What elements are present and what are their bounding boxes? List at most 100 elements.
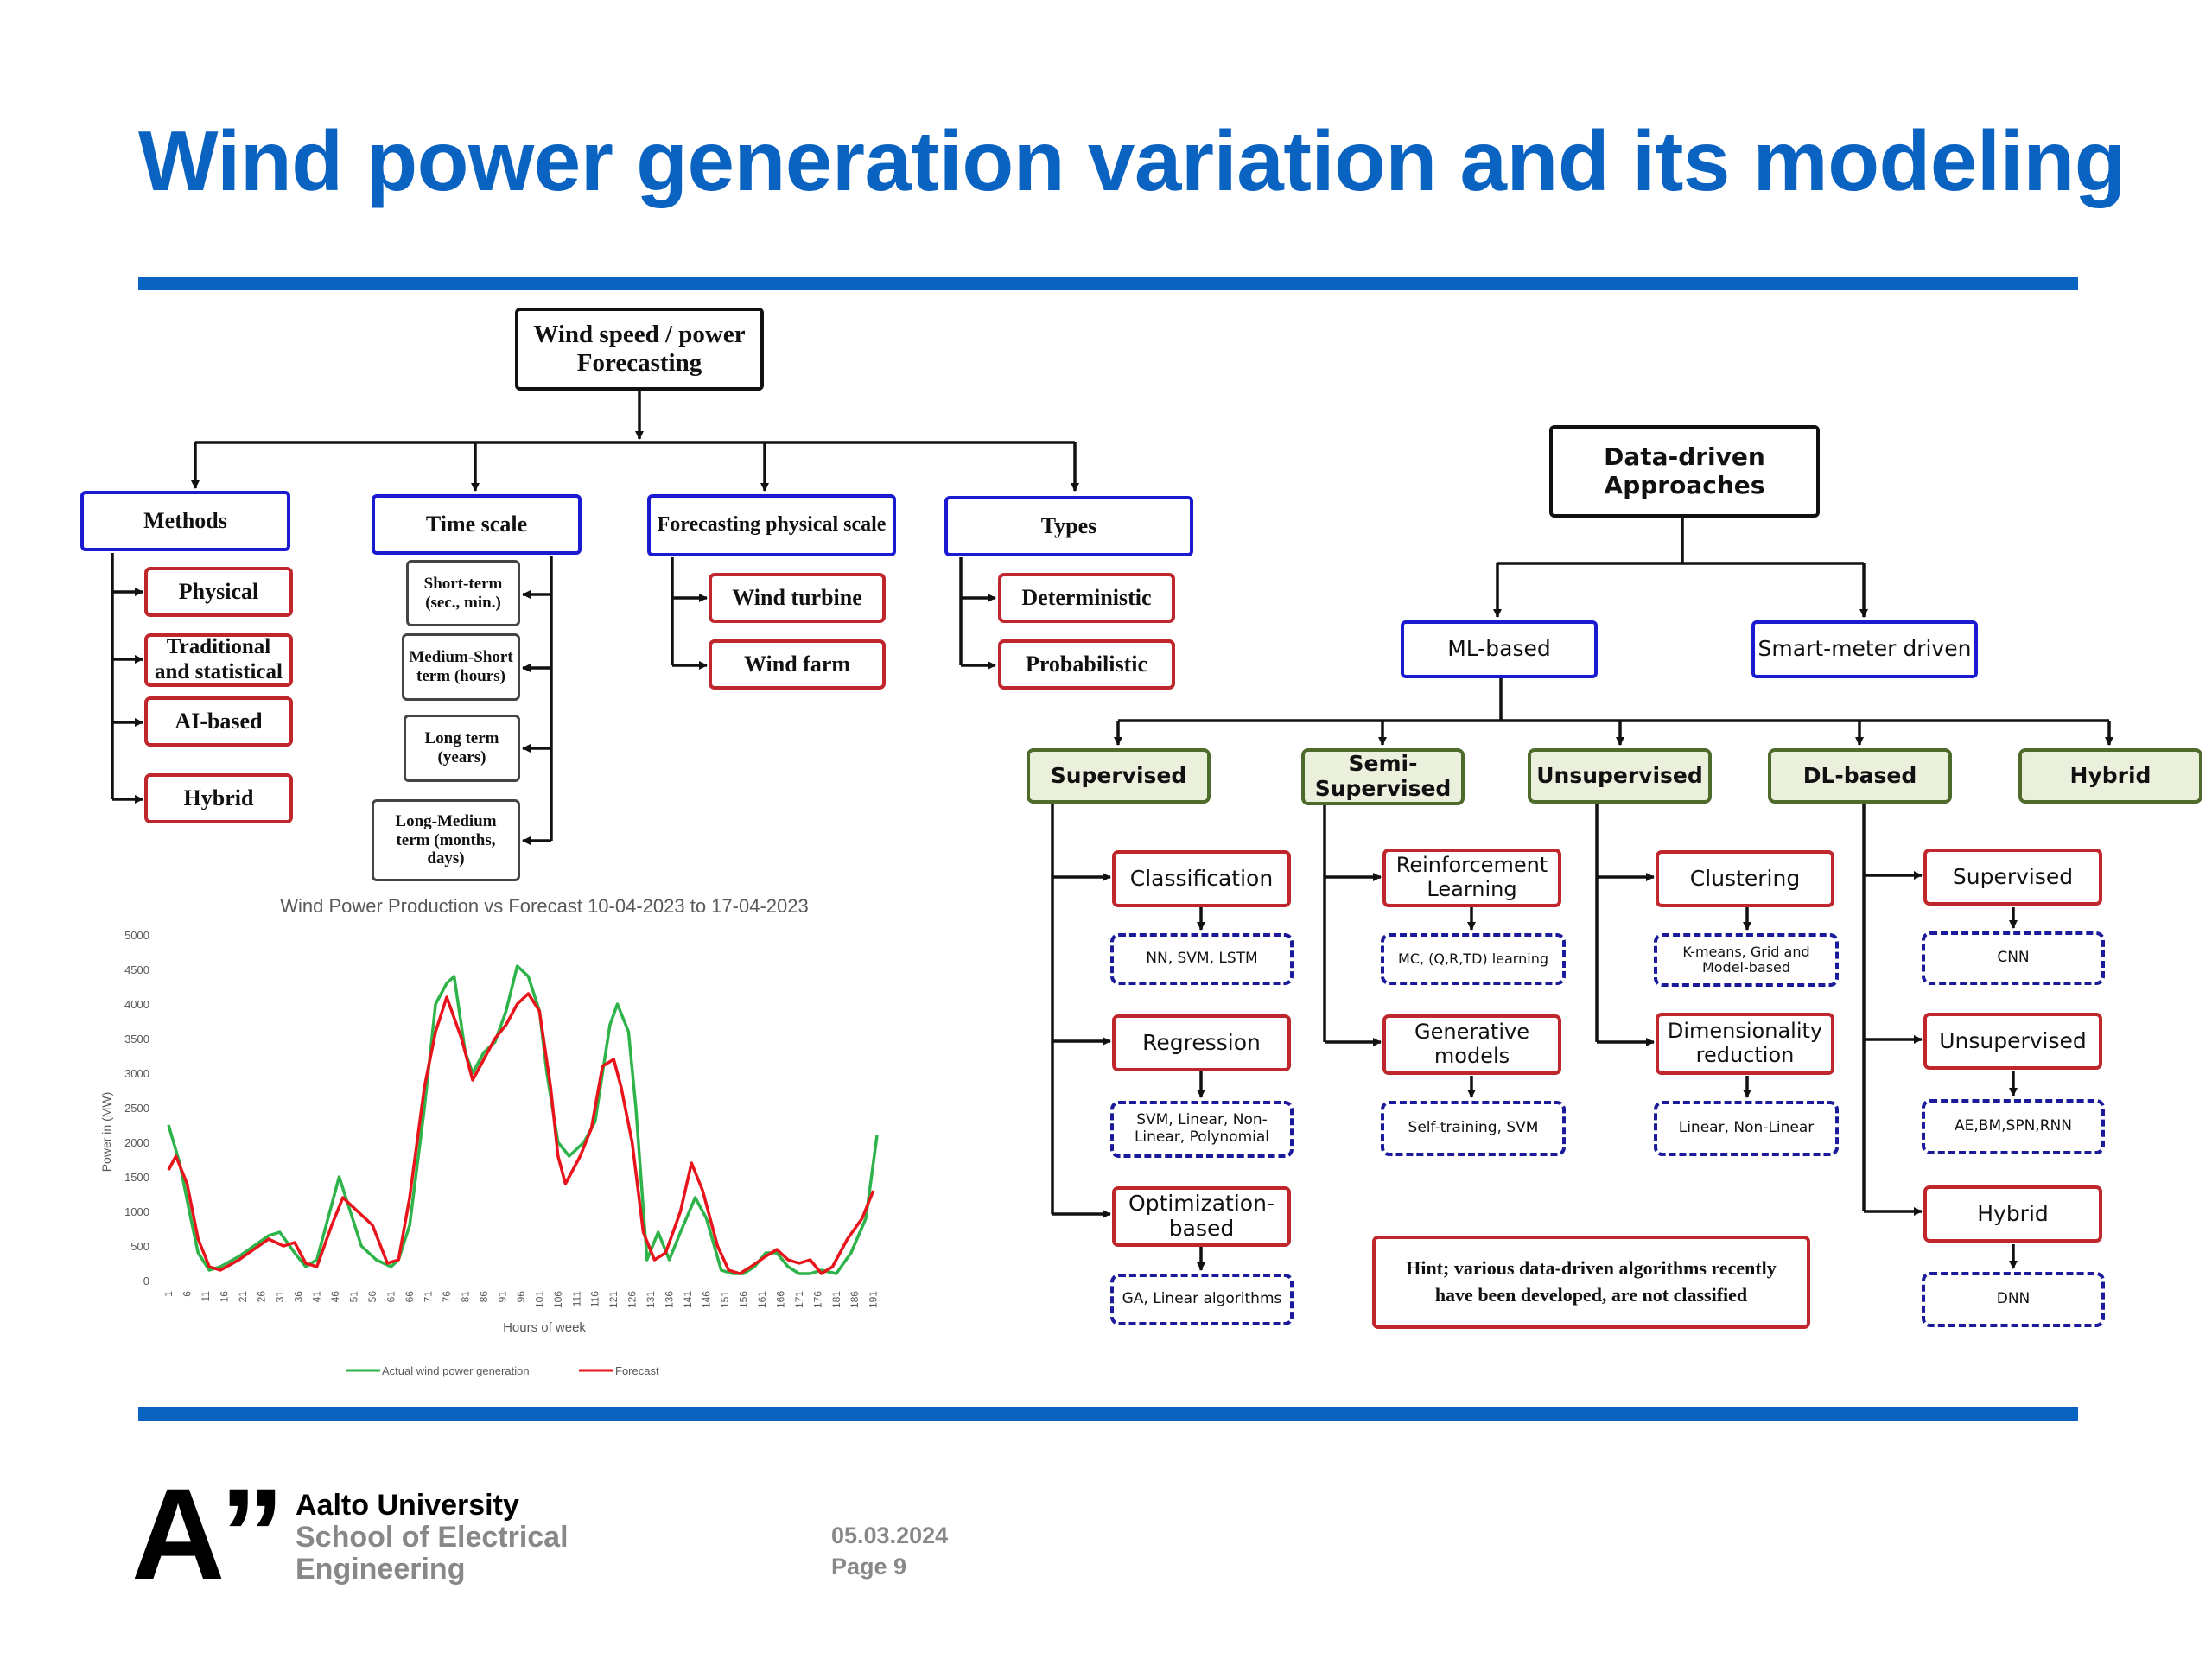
x-tick-label: 176 [811, 1291, 823, 1308]
x-tick-label: 106 [552, 1291, 564, 1308]
reinforcement-examples: MC, (Q,R,TD) learning [1381, 933, 1566, 985]
legend-forecast-label: Forecast [615, 1364, 659, 1377]
school-name-line2: Engineering [296, 1553, 466, 1586]
optimization-examples: GA, Linear algorithms [1110, 1274, 1294, 1325]
x-tick-label: 21 [237, 1291, 249, 1303]
x-tick-label: 51 [348, 1291, 360, 1303]
slide-date: 05.03.2024 [831, 1522, 949, 1548]
dl-hybrid-box: Hybrid [1923, 1185, 2102, 1243]
data-driven-root-box: Data-driven Approaches [1549, 425, 1820, 518]
physical-scale-box: Forecasting physical scale [647, 494, 896, 556]
methods-box: Methods [80, 491, 290, 551]
forecasting-root-box: Wind speed / power Forecasting [515, 308, 764, 391]
x-tick-label: 116 [589, 1291, 601, 1307]
wind-power-chart: Wind Power Production vs Forecast 10-04-… [99, 895, 880, 1377]
x-tick-label: 56 [366, 1291, 378, 1303]
optimization-box: Optimization-based [1112, 1186, 1291, 1247]
x-tick-label: 151 [719, 1291, 731, 1308]
x-tick-label: 191 [868, 1291, 880, 1308]
regression-box: Regression [1112, 1014, 1291, 1071]
x-tick-label: 166 [774, 1291, 786, 1308]
type-deterministic: Deterministic [998, 573, 1175, 623]
x-tick-label: 141 [682, 1291, 694, 1308]
x-tick-label: 96 [515, 1291, 527, 1303]
timescale-medium-short-term: Medium-Short term (hours) [402, 633, 520, 701]
unsupervised-category: Unsupervised [1528, 748, 1712, 804]
y-tick-label: 2000 [124, 1136, 149, 1149]
chart-legend: Actual wind power generation Forecast [346, 1364, 659, 1377]
y-tick-label: 3000 [124, 1067, 149, 1080]
types-box: Types [944, 496, 1193, 556]
dimensionality-reduction-box: Dimensionality reduction [1656, 1013, 1834, 1075]
scale-wind-farm: Wind farm [709, 639, 886, 690]
hint-box: Hint; various data-driven algorithms rec… [1372, 1236, 1810, 1329]
series-forecast-line [167, 992, 875, 1275]
classification-box: Classification [1112, 850, 1291, 907]
x-tick-label: 146 [701, 1291, 713, 1308]
chart-x-axis-label: Hours of week [503, 1320, 586, 1335]
x-tick-label: 91 [496, 1291, 508, 1303]
x-tick-label: 131 [645, 1291, 657, 1308]
x-tick-label: 101 [533, 1291, 545, 1308]
x-tick-label: 156 [737, 1291, 749, 1308]
dimensionality-examples: Linear, Non-Linear [1654, 1101, 1839, 1156]
y-tick-label: 3500 [124, 1033, 149, 1046]
unsupervised-dl-examples: AE,BM,SPN,RNN [1922, 1099, 2105, 1154]
smart-meter-box: Smart-meter driven [1751, 620, 1978, 678]
x-tick-label: 1 [162, 1291, 175, 1297]
x-tick-label: 41 [311, 1291, 323, 1303]
x-tick-label: 6 [181, 1291, 193, 1297]
timescale-long-term: Long term (years) [404, 715, 520, 782]
hybrid-category: Hybrid [2018, 748, 2202, 804]
classification-examples: NN, SVM, LSTM [1110, 933, 1294, 985]
y-tick-label: 500 [130, 1240, 149, 1253]
x-tick-label: 181 [830, 1291, 842, 1308]
x-tick-label: 71 [423, 1291, 435, 1303]
dl-unsupervised-box: Unsupervised [1923, 1013, 2102, 1070]
x-tick-label: 16 [218, 1291, 230, 1303]
x-tick-label: 126 [626, 1291, 639, 1308]
method-physical: Physical [144, 567, 293, 617]
dnn-examples: DNN [1922, 1272, 2105, 1327]
x-tick-label: 11 [200, 1291, 212, 1302]
type-probabilistic: Probabilistic [998, 639, 1175, 690]
timescale-short-term: Short-term (sec., min.) [406, 560, 520, 626]
y-tick-label: 5000 [124, 929, 149, 942]
x-tick-label: 66 [404, 1291, 416, 1303]
chart-y-axis-label: Power in (MW) [99, 1092, 113, 1173]
y-tick-label: 4000 [124, 998, 149, 1011]
aalto-logo: A” [131, 1461, 284, 1606]
y-tick-label: 2500 [124, 1102, 149, 1115]
bottom-divider [138, 1407, 2078, 1421]
x-tick-label: 121 [607, 1291, 620, 1308]
school-name-line1: School of Electrical [296, 1521, 569, 1554]
scale-wind-turbine: Wind turbine [709, 573, 886, 623]
dl-supervised-box: Supervised [1923, 849, 2102, 906]
x-tick-label: 111 [570, 1291, 582, 1307]
generative-models-box: Generative models [1382, 1014, 1561, 1075]
page-number: Page 9 [831, 1554, 907, 1580]
x-tick-label: 86 [478, 1291, 490, 1303]
series-actual-line [167, 964, 879, 1275]
university-name: Aalto University [296, 1489, 519, 1522]
x-tick-label: 46 [329, 1291, 341, 1303]
y-tick-label: 1000 [124, 1205, 149, 1218]
clustering-examples: K-means, Grid and Model-based [1654, 933, 1839, 987]
reinforcement-learning-box: Reinforcement Learning [1382, 849, 1561, 907]
generative-examples: Self-training, SVM [1381, 1101, 1566, 1156]
x-tick-label: 26 [255, 1291, 267, 1303]
y-tick-label: 1500 [124, 1171, 149, 1184]
x-tick-label: 161 [756, 1291, 768, 1308]
slide-title: Wind power generation variation and its … [138, 113, 2126, 208]
clustering-box: Clustering [1656, 850, 1834, 907]
x-tick-label: 31 [274, 1291, 286, 1303]
chart-title: Wind Power Production vs Forecast 10-04-… [280, 895, 808, 917]
x-tick-label: 81 [459, 1291, 471, 1303]
method-traditional-statistical: Traditional and statistical [144, 633, 293, 687]
ml-based-box: ML-based [1401, 620, 1598, 678]
x-tick-label: 61 [385, 1291, 397, 1303]
method-hybrid: Hybrid [144, 773, 293, 823]
supervised-category: Supervised [1027, 748, 1211, 804]
timescale-long-medium-term: Long-Medium term (months, days) [372, 799, 520, 881]
